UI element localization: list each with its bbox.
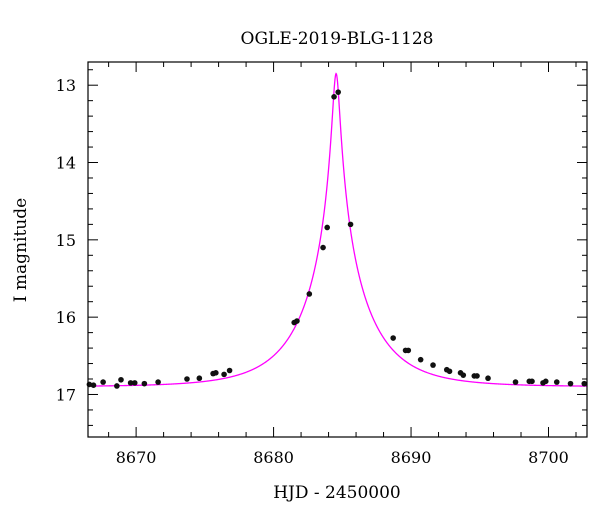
data-point <box>542 378 549 385</box>
data-point <box>430 362 436 368</box>
data-point <box>196 375 203 382</box>
y-tick-label: 16 <box>56 308 76 327</box>
x-tick-label: 8670 <box>116 448 157 467</box>
y-tick-label: 13 <box>56 76 76 95</box>
data-point <box>335 89 341 95</box>
data-point <box>184 376 190 382</box>
data-point <box>567 380 574 387</box>
y-tick-label: 14 <box>56 154 76 173</box>
model-curve <box>88 72 587 387</box>
x-tick-label: 8700 <box>528 448 569 467</box>
data-points-group <box>86 89 588 389</box>
data-point <box>320 244 326 251</box>
data-point <box>331 93 337 100</box>
data-point <box>324 224 330 231</box>
y-tick-label: 17 <box>56 385 76 404</box>
data-point <box>405 347 412 354</box>
data-point <box>213 370 219 376</box>
data-point <box>114 383 120 389</box>
data-point <box>127 380 134 386</box>
data-point <box>118 376 124 383</box>
y-tick-label: 15 <box>56 231 76 250</box>
x-tick-label: 8690 <box>391 448 432 467</box>
x-tick-label: 8680 <box>253 448 294 467</box>
data-point <box>485 375 491 382</box>
plot-frame <box>87 61 588 438</box>
model-curve-group <box>88 72 587 387</box>
data-point <box>306 291 313 297</box>
data-point <box>141 380 148 387</box>
data-point <box>446 368 453 375</box>
data-point <box>155 379 161 385</box>
x-axis-label: HJD - 2450000 <box>273 483 401 503</box>
data-point <box>581 380 588 387</box>
data-point <box>131 380 138 386</box>
data-point <box>90 382 97 388</box>
data-point <box>226 367 233 374</box>
axis-ticks: 8670 8680 8690 8700 13 14 15 16 17 <box>56 62 587 467</box>
data-point <box>512 379 519 385</box>
data-point <box>417 356 424 363</box>
data-point <box>474 373 480 379</box>
data-point <box>553 379 560 385</box>
data-point <box>529 378 535 385</box>
data-point <box>460 372 467 378</box>
data-point <box>390 335 396 341</box>
data-point <box>100 379 106 385</box>
data-point <box>347 221 354 228</box>
data-point <box>221 371 227 378</box>
y-axis-label: I magnitude <box>11 198 31 302</box>
chart-title: OGLE-2019-BLG-1128 <box>241 29 434 49</box>
data-point <box>294 318 300 324</box>
